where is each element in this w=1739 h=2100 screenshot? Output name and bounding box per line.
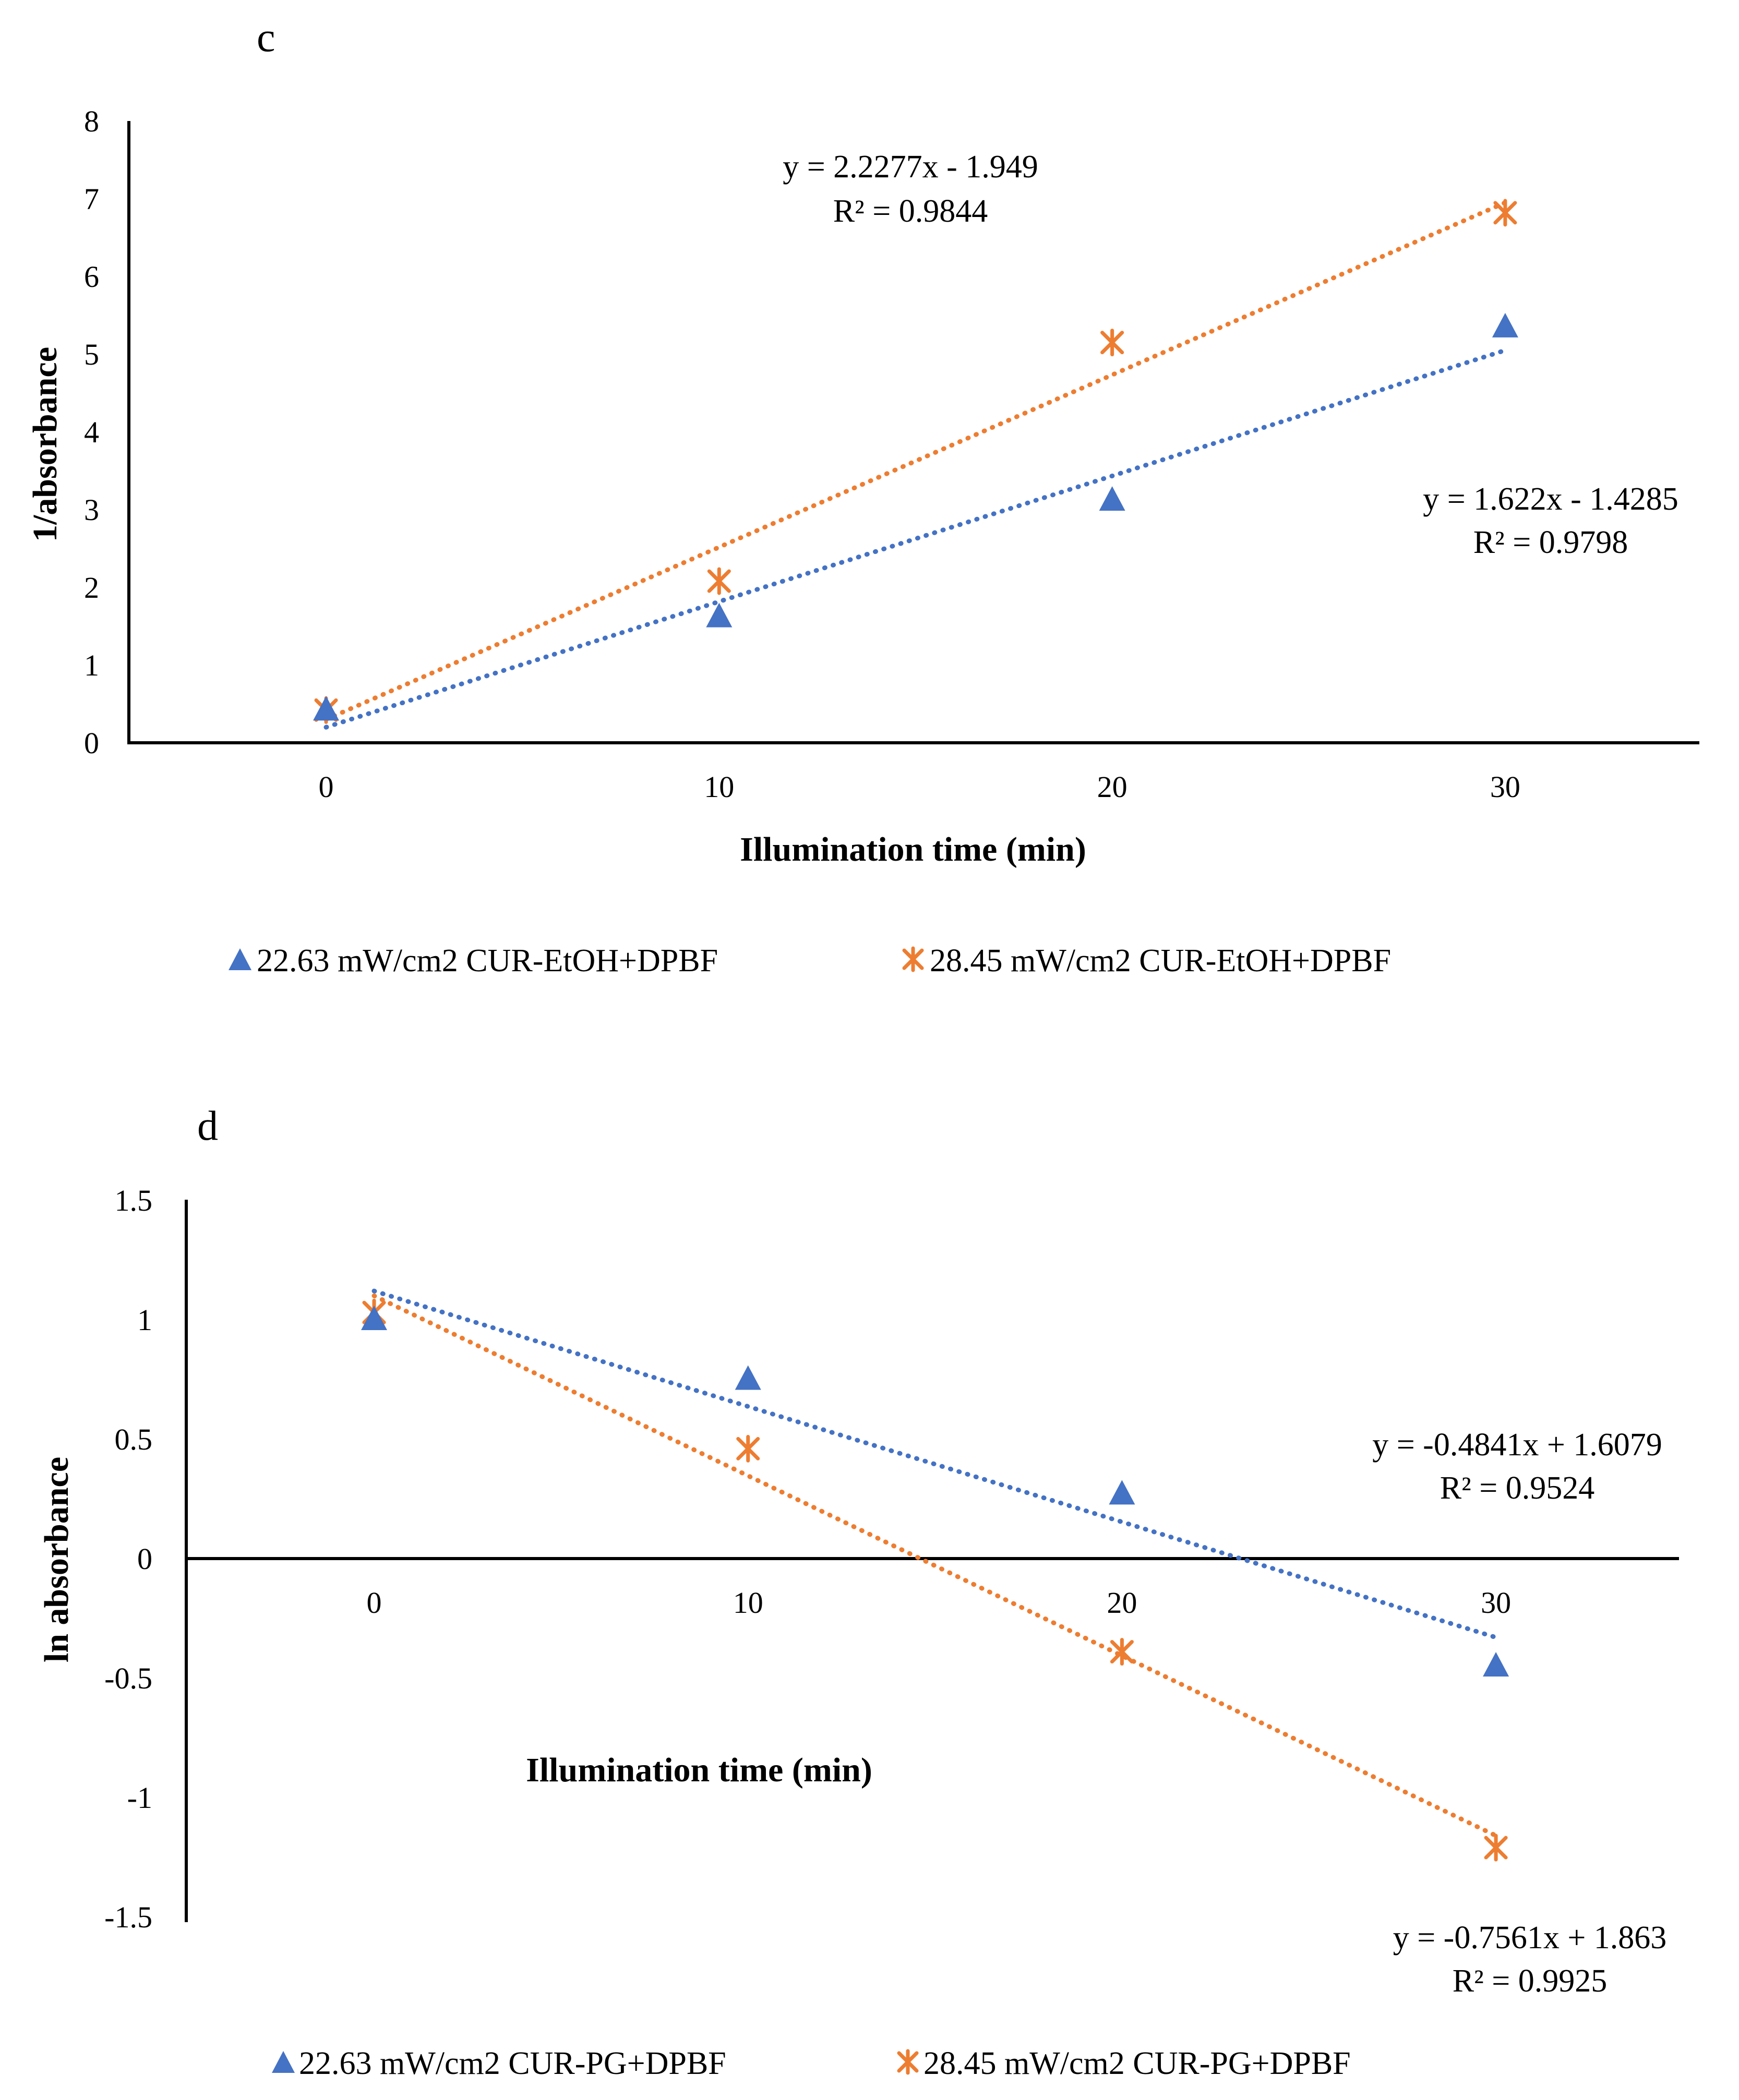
chart-d-trendlines [371, 1288, 1498, 1838]
chart-d: d -1.5 -1 -0.5 0 0.5 1 1.5 0 10 20 30 Illuminatio… [38, 1103, 1679, 2081]
chart-d-legend-xstar-marker [897, 2049, 919, 2075]
chart-d-point-orange [1110, 1638, 1134, 1666]
chart-c-y-tick-label: 3 [84, 493, 99, 527]
chart-d-point-orange [1484, 1833, 1508, 1862]
chart-c-x-tick-labels: 0 10 20 30 [319, 770, 1520, 804]
chart-c-y-tick-label: 0 [84, 726, 99, 760]
chart-c-y-tick-label: 6 [84, 260, 99, 294]
chart-c-x-tick-label: 10 [704, 770, 734, 804]
chart-d-x-tick-label: 30 [1481, 1586, 1511, 1620]
chart-c-y-tick-labels: 0 1 2 3 4 5 6 7 8 [84, 104, 99, 760]
chart-c-point-blue [313, 696, 339, 721]
chart-d-x-tick-labels: 0 10 20 30 [367, 1586, 1512, 1620]
chart-c-equation-orange: y = 2.2277x - 1.949 [783, 149, 1038, 185]
chart-c-x-tick-label: 20 [1097, 770, 1128, 804]
chart-d-point-blue [1109, 1480, 1135, 1505]
chart-c-x-tick-label: 30 [1490, 770, 1520, 804]
chart-c-y-tick-label: 8 [84, 104, 99, 138]
panel-label-c: c [257, 15, 275, 61]
chart-d-y-axis-title: ln absorbance [38, 1457, 76, 1662]
chart-d-legend-label-blue: 22.63 mW/cm2 CUR-PG+DPBF [299, 2046, 726, 2081]
chart-d-trendline-blue [371, 1288, 1498, 1640]
chart-d-point-orange [736, 1434, 760, 1463]
chart-c-y-tick-label: 1 [84, 648, 99, 682]
chart-c-r2-blue: R² = 0.9798 [1473, 525, 1628, 560]
chart-c-r2-orange: R² = 0.9844 [833, 194, 988, 229]
chart-d-x-tick-label: 10 [733, 1586, 763, 1620]
chart-d-legend-triangle-marker [272, 2051, 295, 2073]
chart-c-point-orange [1493, 199, 1517, 227]
chart-c-points [313, 199, 1518, 724]
chart-d-equation-blue: y = -0.4841x + 1.6079 [1372, 1427, 1662, 1463]
chart-c-equation-blue: y = 1.622x - 1.4285 [1423, 481, 1678, 517]
chart-d-y-tick-label: -0.5 [104, 1661, 152, 1695]
chart-c-point-orange [707, 567, 731, 595]
chart-d-y-tick-label: -1 [127, 1781, 152, 1815]
panel-label-d: d [197, 1103, 218, 1149]
chart-d-x-tick-label: 0 [367, 1586, 382, 1620]
chart-d-y-tick-label: -1.5 [104, 1900, 152, 1934]
chart-d-point-blue [1483, 1652, 1509, 1677]
chart-d-r2-orange: R² = 0.9925 [1453, 1963, 1607, 1999]
chart-c-legend-label-orange: 28.45 mW/cm2 CUR-EtOH+DPBF [930, 943, 1391, 979]
chart-c-y-axis-title: 1/absorbance [26, 347, 64, 542]
chart-c-x-tick-label: 0 [319, 770, 334, 804]
chart-c-y-tick-label: 2 [84, 571, 99, 605]
chart-d-y-tick-label: 0 [137, 1542, 152, 1576]
chart-c-trendline-orange [323, 200, 1508, 722]
chart-c: c 0 1 2 3 4 5 6 7 8 0 10 20 30 Illumination time (m… [26, 15, 1699, 979]
chart-c-trendlines [323, 200, 1508, 730]
chart-c-y-tick-label: 7 [84, 182, 99, 216]
chart-c-legend: 22.63 mW/cm2 CUR-EtOH+DPBF 28.45 mW/cm2 … [229, 943, 1391, 979]
chart-d-x-axis-title: Illumination time (min) [526, 1751, 872, 1789]
chart-d-equation-orange: y = -0.7561x + 1.863 [1393, 1920, 1667, 1956]
chart-c-legend-label-blue: 22.63 mW/cm2 CUR-EtOH+DPBF [257, 943, 718, 979]
chart-d-y-tick-labels: -1.5 -1 -0.5 0 0.5 1 1.5 [104, 1184, 152, 1934]
chart-c-point-orange [1100, 329, 1124, 357]
chart-d-points [361, 1298, 1509, 1862]
chart-d-x-tick-label: 20 [1107, 1586, 1137, 1620]
chart-d-y-tick-label: 1 [137, 1303, 152, 1337]
chart-c-y-tick-label: 4 [84, 415, 99, 449]
chart-c-point-blue [1492, 312, 1518, 337]
chart-d-y-tick-label: 1.5 [115, 1184, 153, 1217]
chart-d-y-tick-label: 0.5 [115, 1422, 153, 1456]
chart-d-r2-blue: R² = 0.9524 [1440, 1470, 1594, 1506]
chart-d-point-blue [361, 1306, 387, 1330]
chart-c-legend-triangle-marker [229, 948, 251, 970]
chart-d-legend-label-orange: 28.45 mW/cm2 CUR-PG+DPBF [924, 2046, 1351, 2081]
chart-c-trendline-blue [323, 348, 1508, 730]
chart-c-point-blue [706, 602, 733, 627]
chart-d-trendline-orange [371, 1293, 1498, 1838]
chart-d-point-blue [735, 1365, 761, 1390]
chart-c-legend-xstar-marker [902, 946, 924, 972]
chart-c-y-tick-label: 5 [84, 337, 99, 371]
chart-d-legend: 22.63 mW/cm2 CUR-PG+DPBF 28.45 mW/cm2 CU… [272, 2046, 1351, 2081]
chart-c-x-axis-title: Illumination time (min) [740, 830, 1086, 868]
chart-c-point-blue [1099, 486, 1125, 511]
